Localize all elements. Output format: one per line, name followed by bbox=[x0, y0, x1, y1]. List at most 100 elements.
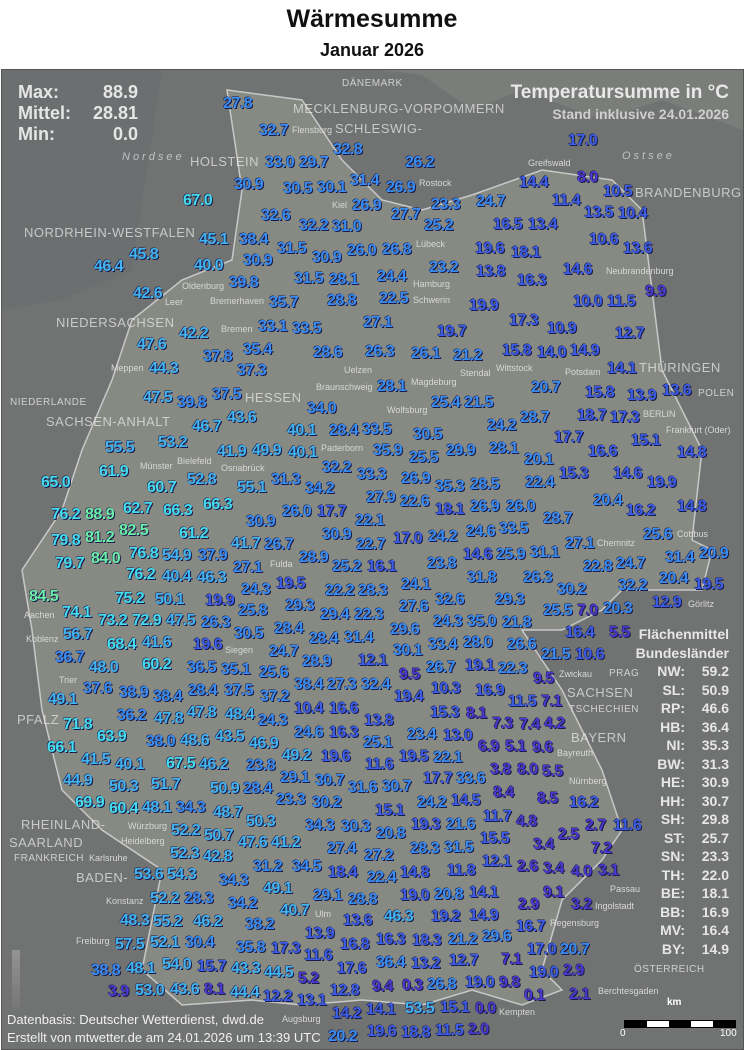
station-value: 7.3 bbox=[492, 715, 513, 732]
station-value: 48.4 bbox=[225, 706, 255, 723]
stat-mean-value: 28.81 bbox=[92, 103, 138, 123]
station-value: 35.7 bbox=[269, 294, 299, 311]
map-area: SCHLESWIG- HOLSTEIN MECKLENBURG-VORPOMMERN… bbox=[1, 69, 744, 1050]
city-label: Kiel bbox=[332, 200, 348, 210]
station-value: 38.0 bbox=[146, 733, 176, 750]
station-value: 48.7 bbox=[213, 804, 243, 821]
station-value: 13.8 bbox=[476, 263, 506, 280]
station-value: 75.2 bbox=[115, 590, 145, 607]
station-value: 47.6 bbox=[238, 834, 268, 851]
station-value: 22.4 bbox=[525, 474, 555, 491]
station-value: 4.0 bbox=[571, 863, 592, 880]
station-value: 24.1 bbox=[401, 576, 431, 593]
station-value: 34.3 bbox=[176, 799, 206, 816]
station-value: 16.3 bbox=[376, 931, 406, 948]
station-value: 20.4 bbox=[593, 492, 623, 509]
station-value: 7.1 bbox=[541, 693, 562, 710]
station-value: 22.8 bbox=[583, 558, 613, 575]
station-value: 14.9 bbox=[469, 907, 499, 924]
scale-unit: km bbox=[667, 997, 682, 1008]
legend-row: SH: 29.8 bbox=[636, 810, 729, 829]
station-value: 73.2 bbox=[98, 612, 128, 629]
city-label: Leer bbox=[165, 297, 184, 307]
country-label: DÄNEMARK bbox=[342, 78, 403, 89]
city-label: Zwickau bbox=[559, 669, 593, 679]
footer-created: Erstellt von mtwetter.de am 24.01.2026 u… bbox=[7, 1030, 321, 1045]
station-value: 16.7 bbox=[516, 918, 546, 935]
station-value: 48.1 bbox=[142, 799, 172, 816]
station-value: 35.0 bbox=[467, 613, 497, 630]
state-label: RHEINLAND- bbox=[21, 817, 106, 832]
station-value: 20.7 bbox=[560, 941, 590, 958]
station-value: 28.9 bbox=[299, 549, 329, 566]
station-value: 22.3 bbox=[354, 606, 384, 623]
station-value: 46.7 bbox=[192, 418, 222, 435]
station-value: 10.6 bbox=[589, 231, 619, 248]
station-value: 28.9 bbox=[302, 653, 332, 670]
legend-state: NW: bbox=[657, 663, 685, 679]
station-value: 32.2 bbox=[299, 217, 329, 234]
station-value: 15.1 bbox=[375, 802, 405, 819]
station-value: 16.5 bbox=[493, 216, 523, 233]
station-value: 53.5 bbox=[405, 1000, 435, 1017]
station-value: 20.3 bbox=[603, 600, 633, 617]
station-value: 19.5 bbox=[399, 748, 429, 765]
stat-max-label: Max: bbox=[18, 82, 60, 102]
city-label: Frankfurt (Oder) bbox=[666, 425, 731, 435]
station-value: 7.2 bbox=[591, 840, 612, 857]
station-value: 22.7 bbox=[356, 536, 386, 553]
city-label: Oldenburg bbox=[182, 281, 225, 291]
station-value: 20.7 bbox=[531, 379, 561, 396]
state-label: BADEN- bbox=[76, 870, 129, 885]
stat-min-value: 0.0 bbox=[112, 124, 138, 144]
stat-mean: Mittel: 28.81 bbox=[18, 103, 138, 123]
legend-value: 14.9 bbox=[701, 940, 729, 957]
station-value: 34.3 bbox=[219, 872, 249, 889]
state-label: HOLSTEIN bbox=[190, 154, 260, 169]
station-value: 30.5 bbox=[413, 426, 443, 443]
station-value: 30.9 bbox=[246, 513, 276, 530]
station-value: 15.8 bbox=[585, 384, 615, 401]
station-value: 29.6 bbox=[390, 621, 420, 638]
station-value: 28.4 bbox=[243, 780, 273, 797]
station-value: 19.9 bbox=[647, 474, 677, 491]
station-value: 16.2 bbox=[626, 502, 656, 519]
city-label: Münster bbox=[140, 461, 173, 471]
station-value: 46.2 bbox=[199, 756, 229, 773]
station-value: 6.9 bbox=[478, 738, 499, 755]
station-value: 16.6 bbox=[588, 443, 618, 460]
station-value: 20.4 bbox=[659, 570, 689, 587]
station-value: 32.4 bbox=[361, 676, 391, 693]
station-value: 28.7 bbox=[520, 409, 550, 426]
station-value: 31.0 bbox=[332, 218, 362, 235]
station-value: 19.2 bbox=[431, 908, 461, 925]
scale-bar-graphic bbox=[624, 1020, 736, 1028]
station-value: 49.2 bbox=[282, 747, 312, 764]
station-value: 8.1 bbox=[466, 705, 487, 722]
station-value: 3.9 bbox=[108, 983, 129, 1000]
station-value: 11.6 bbox=[304, 947, 333, 964]
station-value: 46.4 bbox=[94, 258, 124, 275]
station-value: 4.8 bbox=[516, 813, 537, 830]
station-value: 25.2 bbox=[332, 558, 362, 575]
station-value: 14.2 bbox=[332, 1005, 362, 1022]
station-value: 28.7 bbox=[543, 510, 573, 527]
station-value: 48.0 bbox=[89, 659, 119, 676]
station-value: 63.9 bbox=[97, 728, 127, 745]
state-label: BAYERN bbox=[571, 730, 627, 745]
station-value: 26.7 bbox=[426, 659, 456, 676]
state-label: SCHLESWIG- bbox=[335, 121, 423, 136]
station-value: 61.9 bbox=[99, 463, 129, 480]
station-value: 29.1 bbox=[280, 769, 310, 786]
country-label: FRANKREICH bbox=[14, 853, 85, 864]
station-value: 30.5 bbox=[234, 625, 264, 642]
station-value: 16.8 bbox=[340, 936, 370, 953]
legend-subtitle: Bundesländer bbox=[635, 644, 729, 661]
station-value: 2.9 bbox=[563, 962, 584, 979]
station-value: 30.3 bbox=[341, 818, 371, 835]
station-value: 22.5 bbox=[379, 290, 409, 307]
station-value: 13.4 bbox=[528, 216, 558, 233]
city-label: Trier bbox=[59, 675, 78, 685]
station-value: 32.6 bbox=[261, 207, 291, 224]
station-value: 33.5 bbox=[362, 421, 392, 438]
